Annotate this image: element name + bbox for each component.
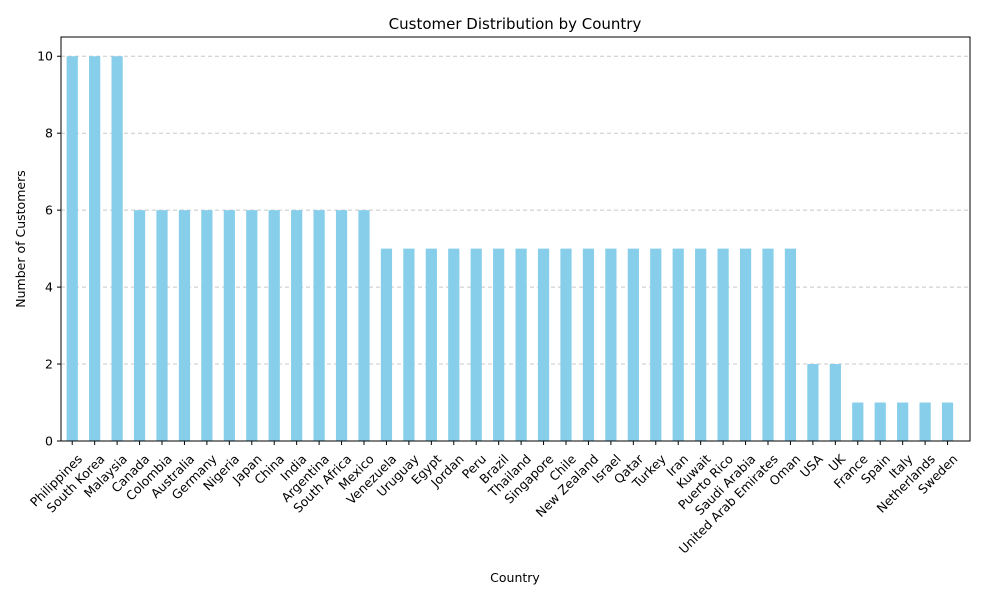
y-axis-title: Number of Customers bbox=[13, 170, 28, 307]
bar-uruguay bbox=[403, 248, 415, 441]
bar-saudi-arabia bbox=[739, 248, 752, 441]
y-tick-label: 6 bbox=[45, 203, 53, 218]
bar-south-africa bbox=[335, 210, 348, 441]
bar-thailand bbox=[515, 248, 527, 441]
x-axis-title: Country bbox=[490, 570, 540, 585]
y-tick-label: 4 bbox=[45, 280, 53, 295]
bar-india bbox=[291, 210, 303, 441]
bar-uk bbox=[829, 364, 841, 441]
bar-egypt bbox=[425, 248, 437, 441]
bar-nigeria bbox=[223, 210, 235, 441]
bar-chile bbox=[560, 248, 572, 441]
bar-brazil bbox=[493, 248, 505, 441]
bar-peru bbox=[470, 248, 482, 441]
plot-frame bbox=[60, 36, 971, 442]
bar-israel bbox=[605, 248, 617, 441]
bar-france bbox=[852, 402, 864, 441]
bar-south-korea bbox=[89, 56, 101, 441]
bar-oman bbox=[784, 248, 797, 441]
bar-iran bbox=[672, 248, 684, 441]
bar-venezuela bbox=[380, 248, 393, 441]
bar-malaysia bbox=[111, 56, 123, 441]
y-axis: 0 2 4 6 8 10 bbox=[37, 49, 61, 449]
bar-usa bbox=[807, 364, 819, 441]
bar-italy bbox=[897, 402, 909, 441]
bar-netherlands bbox=[919, 402, 931, 441]
bars-group bbox=[66, 56, 954, 441]
bar-turkey bbox=[650, 248, 662, 441]
bar-colombia bbox=[156, 210, 168, 441]
bar-germany bbox=[201, 210, 213, 441]
bar-philippines bbox=[66, 56, 78, 441]
bar-japan bbox=[246, 210, 258, 441]
bar-united-arab-emirates bbox=[762, 248, 774, 441]
bar-kuwait bbox=[695, 248, 707, 441]
bar-jordan bbox=[448, 248, 460, 441]
y-tick-label: 0 bbox=[45, 434, 53, 449]
y-tick-label: 2 bbox=[45, 357, 53, 372]
bar-sweden bbox=[941, 402, 954, 441]
bar-argentina bbox=[313, 210, 325, 441]
bar-new-zealand bbox=[582, 248, 595, 441]
chart-title: Customer Distribution by Country bbox=[389, 15, 642, 33]
bar-singapore bbox=[537, 248, 550, 441]
y-tick-label: 8 bbox=[45, 126, 53, 141]
bar-australia bbox=[178, 210, 191, 441]
bar-china bbox=[268, 210, 280, 441]
bar-canada bbox=[133, 210, 146, 441]
x-tick-label: USA bbox=[797, 451, 826, 480]
bar-qatar bbox=[627, 248, 639, 441]
bar-puerto-rico bbox=[717, 248, 729, 441]
y-tick-label: 10 bbox=[37, 49, 53, 64]
bar-mexico bbox=[358, 210, 370, 441]
bar-spain bbox=[874, 402, 886, 441]
